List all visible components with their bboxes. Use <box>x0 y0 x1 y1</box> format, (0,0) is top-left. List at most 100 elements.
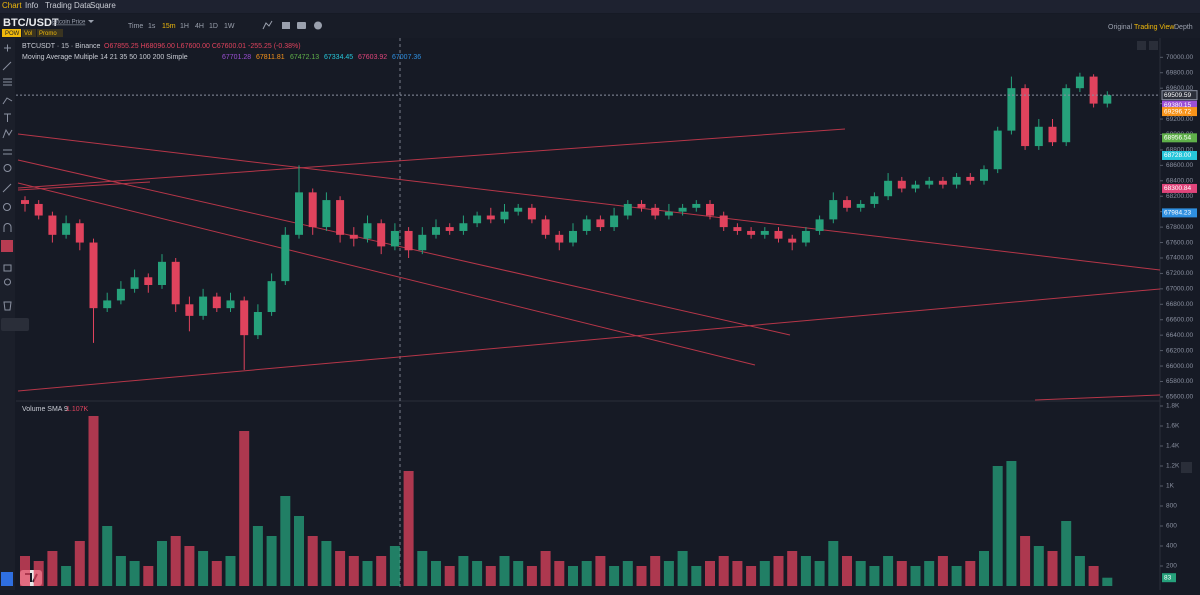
candle-body <box>158 261 166 285</box>
tool-text <box>4 113 11 122</box>
candle-body <box>870 196 879 204</box>
indicator-icon[interactable] <box>262 20 273 30</box>
snapshot-icon[interactable] <box>297 22 306 29</box>
candle-body <box>938 180 947 185</box>
price-tag <box>1162 208 1197 218</box>
candle-body <box>925 180 934 185</box>
volume-legend-value: 1.107K <box>66 406 89 413</box>
candle-body <box>610 215 619 228</box>
price-tag <box>1162 133 1197 143</box>
volume-bar <box>828 541 839 586</box>
candle-body <box>48 215 57 235</box>
candle-body <box>212 296 221 309</box>
price-tag <box>1162 150 1197 160</box>
candle-body <box>185 304 194 316</box>
price-tag-label: 67984.23 <box>1164 210 1191 217</box>
y-tick-label: 1.8K <box>1166 403 1180 410</box>
menu-item[interactable]: Trading Data <box>45 1 92 10</box>
view-option[interactable]: Depth <box>1174 24 1193 31</box>
trend-line <box>17 133 1161 271</box>
badge-text[interactable]: Promo <box>39 31 57 37</box>
legend-ma-value: 67701.28 <box>222 54 251 61</box>
volume-bar <box>472 561 483 586</box>
badge-text[interactable]: POW <box>5 31 20 37</box>
candle-body <box>747 230 756 235</box>
legend-ohlc: O67855.25 H68096.00 L67600.00 C67600.01 … <box>104 43 301 50</box>
pane-button[interactable] <box>1149 41 1158 50</box>
volume-bar <box>225 556 236 586</box>
candle-body <box>336 200 345 235</box>
price-tag-label: 69509.59 <box>1164 92 1191 99</box>
volume-bar <box>389 546 400 586</box>
view-option[interactable]: Original <box>1108 24 1133 31</box>
pane-button[interactable] <box>1181 462 1192 473</box>
y-tick-label: 68800.00 <box>1166 147 1193 154</box>
pane-button[interactable] <box>1137 41 1146 50</box>
y-tick-label: 66400.00 <box>1166 332 1193 339</box>
candle-body <box>240 300 249 336</box>
tool-line <box>2 61 12 71</box>
candle-body <box>555 234 564 243</box>
volume-bar <box>965 561 976 586</box>
tool-toggle[interactable] <box>1 318 29 331</box>
candle-body <box>706 203 714 216</box>
template-icon[interactable] <box>282 22 290 29</box>
interval[interactable]: 1W <box>224 23 235 30</box>
price-tag-label: 68300.84 <box>1164 185 1191 192</box>
volume-bar <box>691 566 702 586</box>
candle-body <box>527 207 536 220</box>
candle-body <box>733 227 742 231</box>
menu-item[interactable]: Square <box>90 1 116 10</box>
volume-bar <box>732 561 743 586</box>
view-option[interactable]: Trading View <box>1134 24 1175 31</box>
tool-cross <box>4 44 11 52</box>
y-tick-label: 67800.00 <box>1166 224 1193 231</box>
volume-bar <box>595 556 606 586</box>
badge[interactable] <box>2 29 21 37</box>
source[interactable]: Bitcoin Price <box>52 20 86 26</box>
badge-text[interactable]: Vol <box>24 31 32 37</box>
trend-line <box>1034 394 1161 401</box>
menu-item[interactable]: Chart <box>2 1 22 10</box>
interval[interactable]: Time <box>128 23 143 30</box>
candle-body <box>171 261 180 305</box>
symbol[interactable]: BTC/USDT <box>3 17 59 29</box>
volume-bar <box>526 566 537 586</box>
interval[interactable]: 15m <box>162 23 176 30</box>
volume-bar <box>403 471 414 586</box>
candle-body <box>308 192 317 228</box>
interval[interactable]: 1H <box>180 23 189 30</box>
interval[interactable]: 1D <box>209 23 218 30</box>
badge[interactable] <box>37 29 63 37</box>
badge[interactable] <box>22 29 36 37</box>
volume-bar <box>883 556 894 586</box>
candle-body <box>1021 88 1030 147</box>
candle-body <box>21 200 29 204</box>
y-tick-label: 69800.00 <box>1166 69 1193 76</box>
candle-body <box>377 223 386 247</box>
interval[interactable]: 1s <box>148 23 156 30</box>
volume-bar <box>568 566 578 586</box>
volume-bar <box>321 541 332 586</box>
menu-item[interactable]: Info <box>25 1 39 10</box>
volume-bar <box>348 556 359 586</box>
scroll-button[interactable] <box>1 572 13 586</box>
candle-body <box>884 180 893 197</box>
add-icon[interactable] <box>314 21 322 30</box>
price-tag-label: 68956.54 <box>1164 135 1191 142</box>
candle-body <box>760 230 769 235</box>
candle-body <box>815 219 824 231</box>
price-tag-label: 68728.00 <box>1164 152 1191 159</box>
volume-bar <box>198 551 209 586</box>
candle-body <box>966 176 975 181</box>
candle-body <box>897 180 906 189</box>
legend-symbol: BTCUSDT · 15 · Binance <box>22 43 101 50</box>
price-tag-label: 69296.72 <box>1164 108 1191 115</box>
interval[interactable]: 4H <box>195 23 204 30</box>
tool-active[interactable] <box>1 240 13 252</box>
y-tick-label: 67000.00 <box>1166 286 1193 293</box>
volume-bar <box>157 541 167 586</box>
candle-body <box>1103 95 1112 104</box>
volume-bar <box>746 566 757 586</box>
candle-body <box>1089 76 1098 104</box>
